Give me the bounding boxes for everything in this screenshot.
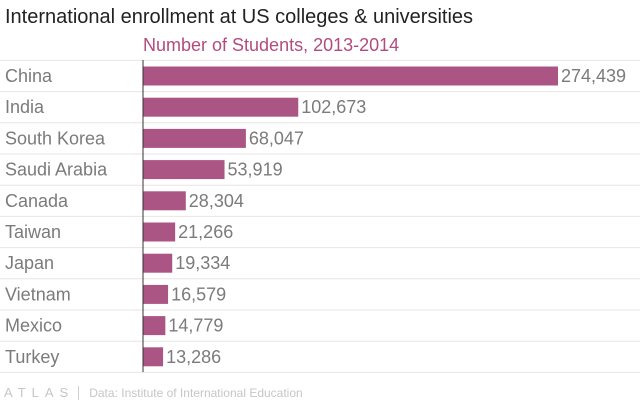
category-label: Mexico — [5, 316, 62, 336]
bar-china — [143, 66, 558, 86]
bar-vietnam — [143, 284, 169, 304]
value-label: 16,579 — [171, 284, 226, 304]
value-label: 14,779 — [168, 316, 223, 336]
value-label: 28,304 — [189, 191, 244, 211]
value-label: 13,286 — [166, 347, 221, 367]
footer-divider — [78, 385, 80, 400]
value-label: 274,439 — [561, 66, 626, 86]
bar-taiwan — [143, 222, 176, 242]
bar-india — [143, 97, 299, 117]
bar-turkey — [143, 347, 164, 367]
bar-chart: China 274,439 India 102,673 South Korea 68,04… — [0, 59, 640, 373]
chart-subtitle: Number of Students, 2013-2014 — [143, 35, 400, 55]
category-label: Vietnam — [5, 284, 71, 304]
bar-saudi-arabia — [143, 160, 225, 180]
value-label: 53,919 — [228, 160, 283, 180]
data-source: Data: Institute of International Educati… — [89, 385, 303, 400]
bar-mexico — [143, 316, 166, 336]
bar-japan — [143, 253, 173, 273]
value-label: 68,047 — [249, 128, 304, 148]
category-label: Taiwan — [5, 222, 61, 242]
footer: ATLAS Data: Institute of International E… — [4, 385, 303, 400]
atlas-logo: ATLAS — [4, 385, 75, 400]
category-label: Saudi Arabia — [5, 160, 108, 180]
chart-title: International enrollment at US colleges … — [5, 6, 474, 28]
bar-south-korea — [143, 128, 246, 148]
category-label: China — [5, 66, 53, 86]
value-label: 102,673 — [301, 97, 366, 117]
category-label: India — [5, 97, 45, 117]
category-label: Turkey — [5, 347, 59, 367]
category-label: South Korea — [5, 128, 106, 148]
category-label: Japan — [5, 253, 54, 273]
category-label: Canada — [5, 191, 69, 211]
bar-canada — [143, 191, 186, 211]
value-label: 19,334 — [175, 253, 230, 273]
value-label: 21,266 — [178, 222, 233, 242]
